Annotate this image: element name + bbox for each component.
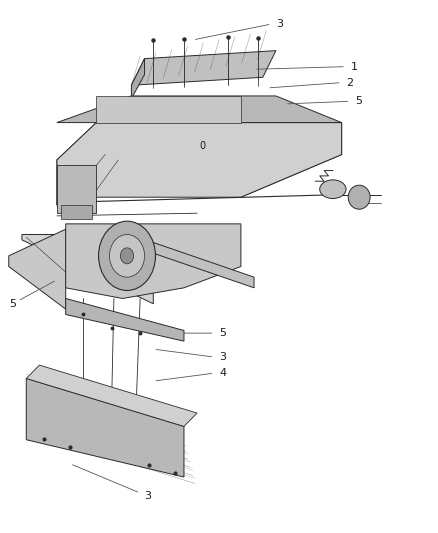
Ellipse shape xyxy=(320,180,346,198)
Circle shape xyxy=(110,235,145,277)
Text: 5: 5 xyxy=(219,328,226,338)
Polygon shape xyxy=(241,123,342,197)
Polygon shape xyxy=(66,298,184,341)
Polygon shape xyxy=(57,123,342,205)
Ellipse shape xyxy=(348,185,370,209)
Text: 0: 0 xyxy=(199,141,205,151)
Polygon shape xyxy=(9,229,66,309)
Circle shape xyxy=(120,248,134,264)
Polygon shape xyxy=(131,59,145,99)
Polygon shape xyxy=(61,205,92,219)
Polygon shape xyxy=(22,235,153,304)
Polygon shape xyxy=(57,123,96,205)
Text: 5: 5 xyxy=(355,96,362,106)
Text: 3: 3 xyxy=(145,491,152,500)
Text: 2: 2 xyxy=(346,78,353,87)
Polygon shape xyxy=(57,96,342,123)
Text: 5: 5 xyxy=(9,299,16,309)
Polygon shape xyxy=(26,378,184,477)
Polygon shape xyxy=(131,51,276,85)
Circle shape xyxy=(99,221,155,290)
Text: 4: 4 xyxy=(219,368,226,378)
Text: 1: 1 xyxy=(350,62,357,71)
Polygon shape xyxy=(153,243,254,288)
Polygon shape xyxy=(96,96,241,123)
FancyBboxPatch shape xyxy=(57,165,96,213)
Text: 3: 3 xyxy=(276,19,283,29)
Polygon shape xyxy=(66,224,241,298)
Text: 3: 3 xyxy=(219,352,226,362)
Polygon shape xyxy=(26,365,197,426)
